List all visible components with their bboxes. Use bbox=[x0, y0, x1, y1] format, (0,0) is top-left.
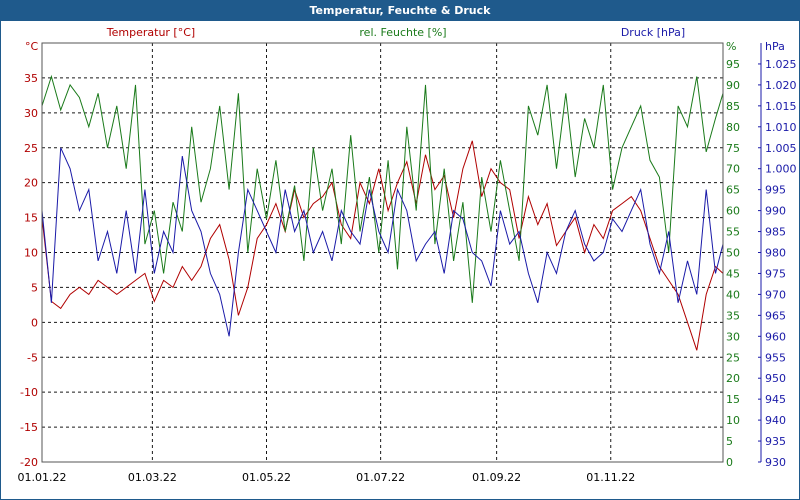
pressure-tick-label: 960 bbox=[765, 330, 786, 343]
legend-label: Temperatur [°C] bbox=[106, 26, 195, 39]
temperature-tick-label: -15 bbox=[20, 421, 38, 434]
pressure-tick-label: 950 bbox=[765, 372, 786, 385]
temperature-tick-label: 25 bbox=[24, 142, 38, 155]
temperature-series-line bbox=[41, 140, 724, 351]
temperature-axis-unit: °C bbox=[25, 40, 39, 53]
humidity-tick-label: 35 bbox=[726, 309, 740, 322]
humidity-tick-label: 75 bbox=[726, 142, 740, 155]
humidity-tick-label: 25 bbox=[726, 351, 740, 364]
chart-area: °C -20 -15 -10 -5 0 5 10 15 20 25 30 35% 0 5 10 15 20 25 30… bbox=[18, 26, 797, 484]
temperature-tick-label: -20 bbox=[20, 456, 38, 469]
humidity-tick-label: 50 bbox=[726, 247, 740, 260]
temperature-tick-label: 0 bbox=[31, 316, 38, 329]
plot-frame bbox=[41, 42, 724, 463]
pressure-tick-label: 940 bbox=[765, 414, 786, 427]
humidity-tick-label: 5 bbox=[726, 435, 733, 448]
humidity-tick-label: 15 bbox=[726, 393, 740, 406]
humidity-tick-label: 70 bbox=[726, 163, 740, 176]
pressure-tick-label: 935 bbox=[765, 435, 786, 448]
temperature-tick-label: -10 bbox=[20, 386, 38, 399]
humidity-tick-label: 20 bbox=[726, 372, 740, 385]
humidity-series-line bbox=[41, 74, 724, 303]
humidity-tick-label: 65 bbox=[726, 184, 740, 197]
pressure-tick-label: 980 bbox=[765, 247, 786, 260]
x-tick-label: 01.11.22 bbox=[586, 471, 635, 484]
pressure-tick-label: 930 bbox=[765, 456, 786, 469]
pressure-tick-label: 970 bbox=[765, 288, 786, 301]
humidity-axis-unit: % bbox=[726, 40, 736, 53]
temperature-tick-label: -5 bbox=[27, 351, 38, 364]
pressure-axis-unit: hPa bbox=[765, 40, 785, 53]
temperature-tick-label: 5 bbox=[31, 281, 38, 294]
pressure-tick-label: 995 bbox=[765, 184, 786, 197]
humidity-tick-label: 85 bbox=[726, 100, 740, 113]
humidity-tick-label: 30 bbox=[726, 330, 740, 343]
humidity-tick-label: 95 bbox=[726, 58, 740, 71]
legend-label: rel. Feuchte [%] bbox=[359, 26, 446, 39]
axes: °C -20 -15 -10 -5 0 5 10 15 20 25 30 35% 0 5 10 15 20 25 30… bbox=[18, 26, 797, 484]
pressure-tick-label: 955 bbox=[765, 351, 786, 364]
pressure-tick-label: 1.005 bbox=[765, 142, 797, 155]
window-title: Temperatur, Feuchte & Druck bbox=[1, 1, 799, 21]
x-tick-label: 01.05.22 bbox=[242, 471, 291, 484]
temperature-tick-label: 30 bbox=[24, 107, 38, 120]
x-tick-label: 01.01.22 bbox=[18, 471, 67, 484]
pressure-tick-label: 1.020 bbox=[765, 79, 797, 92]
humidity-tick-label: 60 bbox=[726, 205, 740, 218]
x-tick-label: 01.03.22 bbox=[128, 471, 177, 484]
humidity-tick-label: 90 bbox=[726, 79, 740, 92]
x-tick-label: 01.09.22 bbox=[472, 471, 521, 484]
pressure-tick-label: 965 bbox=[765, 309, 786, 322]
series-lines bbox=[41, 74, 724, 351]
pressure-series-line bbox=[41, 147, 724, 337]
pressure-tick-label: 975 bbox=[765, 267, 786, 280]
humidity-tick-label: 45 bbox=[726, 267, 740, 280]
grid bbox=[42, 43, 723, 463]
temperature-tick-label: 15 bbox=[24, 212, 38, 225]
pressure-tick-label: 990 bbox=[765, 205, 786, 218]
humidity-tick-label: 40 bbox=[726, 288, 740, 301]
humidity-tick-label: 55 bbox=[726, 226, 740, 239]
legend-label: Druck [hPa] bbox=[621, 26, 685, 39]
humidity-tick-label: 10 bbox=[726, 414, 740, 427]
temperature-tick-label: 10 bbox=[24, 247, 38, 260]
humidity-tick-label: 80 bbox=[726, 121, 740, 134]
pressure-tick-label: 1.010 bbox=[765, 121, 797, 134]
pressure-tick-label: 1.025 bbox=[765, 58, 797, 71]
pressure-tick-label: 1.015 bbox=[765, 100, 797, 113]
pressure-tick-label: 1.000 bbox=[765, 163, 797, 176]
temperature-tick-label: 35 bbox=[24, 72, 38, 85]
temperature-tick-label: 20 bbox=[24, 177, 38, 190]
pressure-tick-label: 985 bbox=[765, 226, 786, 239]
pressure-tick-label: 945 bbox=[765, 393, 786, 406]
x-tick-label: 01.07.22 bbox=[356, 471, 405, 484]
humidity-tick-label: 0 bbox=[726, 456, 733, 469]
